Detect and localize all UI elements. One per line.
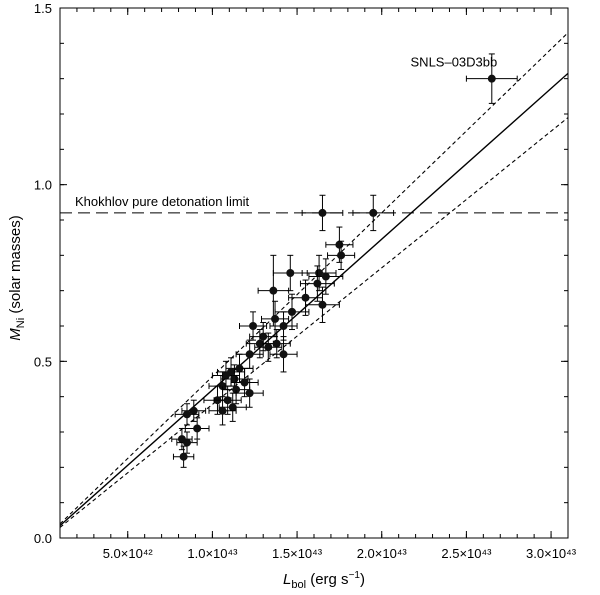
point-marker xyxy=(183,410,191,419)
point-marker xyxy=(313,279,322,288)
data-point-0 xyxy=(465,53,518,104)
point-marker xyxy=(279,322,288,330)
x-axis-label-main: L xyxy=(283,571,291,588)
x-axis-label-close: ) xyxy=(360,571,365,588)
point-marker xyxy=(264,343,273,352)
y-axis-label-sub: Ni xyxy=(15,318,27,328)
data-point-19 xyxy=(254,332,283,362)
point-marker xyxy=(315,269,324,277)
x-axis-label-sup: −1 xyxy=(349,570,361,581)
point-marker xyxy=(230,375,239,383)
point-marker xyxy=(369,208,378,217)
y-tick-label: 1.5 xyxy=(34,1,52,16)
point-marker xyxy=(232,385,241,394)
point-marker xyxy=(218,406,227,415)
data-point-29 xyxy=(235,378,264,408)
data-point-4 xyxy=(327,240,356,270)
data-point-1 xyxy=(352,194,395,232)
detonation-limit-label: Khokhlov pure detonation limit xyxy=(75,194,250,209)
data-point-36 xyxy=(184,417,210,440)
data-point-10 xyxy=(288,279,323,316)
data-point-18 xyxy=(262,329,291,359)
data-point-2 xyxy=(301,194,344,232)
data-point-7 xyxy=(272,254,308,292)
point-marker xyxy=(189,406,198,415)
point-marker xyxy=(228,403,237,412)
point-marker xyxy=(240,378,249,387)
x-tick-label: 2.5×10⁴³ xyxy=(441,546,492,561)
point-marker xyxy=(183,438,191,447)
data-point-6 xyxy=(308,258,344,295)
y-tick-label: 0.5 xyxy=(34,354,52,369)
point-marker xyxy=(269,286,278,295)
point-marker xyxy=(218,382,227,391)
x-axis-label-unit: (erg s xyxy=(306,571,349,588)
data-point-17 xyxy=(245,329,274,359)
x-tick-label: 1.5×10⁴³ xyxy=(272,546,323,561)
x-tick-label: 5.0×10⁴² xyxy=(103,546,154,561)
point-marker xyxy=(321,272,330,281)
data-point-35 xyxy=(174,403,200,426)
point-marker xyxy=(337,251,346,260)
data-point-20 xyxy=(269,336,298,373)
detonation-limit-line: Khokhlov pure detonation limit xyxy=(60,194,568,214)
confidence-line-1 xyxy=(60,32,568,525)
y-axis-label-main: M xyxy=(7,328,24,341)
point-marker xyxy=(335,240,344,249)
point-marker xyxy=(235,364,244,373)
x-tick-label: 2.0×10⁴³ xyxy=(357,546,408,561)
data-point-33 xyxy=(208,396,237,426)
point-marker xyxy=(318,300,327,309)
data-points xyxy=(171,53,518,468)
point-marker xyxy=(272,339,281,348)
point-marker xyxy=(286,269,295,277)
data-point-11 xyxy=(305,286,340,323)
y-axis-label: MNi (solar masses) xyxy=(7,215,27,340)
y-tick-label: 1.0 xyxy=(34,178,52,193)
x-axis-label: Lbol (erg s−1) xyxy=(283,570,365,591)
point-marker xyxy=(279,350,288,359)
point-marker xyxy=(249,322,258,330)
point-marker xyxy=(487,74,496,83)
best-fit-line xyxy=(60,72,568,527)
data-point-8 xyxy=(299,265,335,302)
point-marker xyxy=(271,314,280,323)
data-point-34 xyxy=(181,399,207,422)
point-marker xyxy=(245,389,254,398)
axis-ticks: 5.0×10⁴² 1.0×10⁴³ 1.5×10⁴³ 2.0×10⁴³ 2.5×10⁴³… xyxy=(34,1,577,561)
y-axis-label-unit: (solar masses) xyxy=(7,215,24,318)
data-point-9 xyxy=(257,254,290,327)
point-marker xyxy=(245,350,254,359)
x-tick-label: 1.0×10⁴³ xyxy=(187,546,238,561)
point-marker xyxy=(259,332,268,341)
x-tick-label: 3.0×10⁴³ xyxy=(526,546,577,561)
fit-lines xyxy=(60,32,568,528)
point-annotation: SNLS–03D3bb xyxy=(411,54,498,69)
point-marker xyxy=(318,208,327,217)
data-point-14 xyxy=(269,311,298,341)
data-point-32 xyxy=(218,392,247,422)
point-marker xyxy=(221,371,230,380)
x-axis-label-sub: bol xyxy=(291,579,306,591)
point-marker xyxy=(179,452,188,461)
point-marker xyxy=(193,424,202,433)
data-point-26 xyxy=(230,367,259,398)
annotations: SNLS–03D3bb xyxy=(411,54,498,69)
point-marker xyxy=(255,339,264,348)
data-point-13 xyxy=(261,300,290,338)
confidence-line-2 xyxy=(60,117,568,528)
point-marker xyxy=(287,307,296,316)
data-point-39 xyxy=(172,445,195,468)
point-marker xyxy=(301,293,310,302)
data-point-16 xyxy=(249,321,278,352)
point-marker xyxy=(223,396,232,405)
data-point-31 xyxy=(213,385,242,415)
y-tick-label: 0.0 xyxy=(34,531,52,546)
